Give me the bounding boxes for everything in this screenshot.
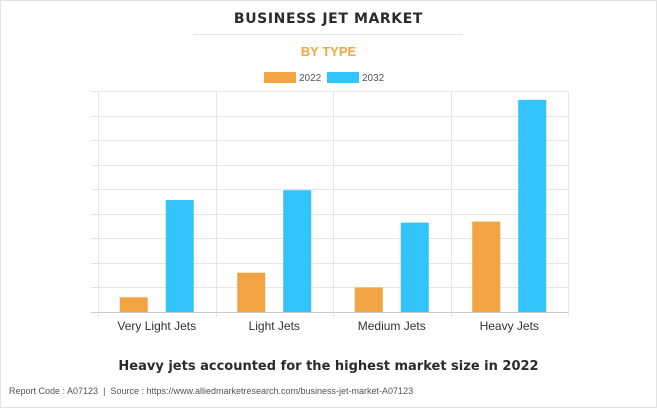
legend-label-2022: 2022: [299, 73, 322, 84]
bar-2032-medium-jets: [400, 222, 429, 312]
chart-title: BUSINESS JET MARKET: [233, 11, 424, 27]
bar-2022-light-jets: [237, 272, 266, 312]
chart-caption: Heavy jets accounted for the highest mar…: [118, 359, 539, 374]
bar-2032-very-light-jets: [165, 200, 194, 312]
legend-swatch-2022: [264, 72, 296, 83]
legend: 2022 2032: [264, 72, 385, 84]
footer-separator: |: [103, 386, 106, 396]
x-tick-label: Very Light Jets: [117, 319, 196, 333]
bar-2022-heavy-jets: [472, 221, 501, 312]
chart-subtitle: BY TYPE: [300, 44, 357, 59]
x-tick-label: Medium Jets: [358, 319, 426, 333]
title-divider: [193, 34, 463, 35]
bar-2022-medium-jets: [354, 287, 383, 312]
legend-swatch-2032: [327, 72, 359, 83]
footer: Report Code : A07123 | Source : https://…: [9, 386, 413, 396]
x-axis: Very Light Jets Light Jets Medium Jets Heav…: [91, 312, 568, 333]
x-tick-label: Heavy Jets: [480, 319, 539, 333]
source-text: Source : https://www.alliedmarketresearc…: [110, 386, 414, 396]
bars: [119, 99, 547, 312]
bar-2032-light-jets: [283, 190, 312, 312]
report-code: Report Code : A07123: [9, 386, 99, 396]
legend-label-2032: 2032: [362, 73, 385, 84]
bar-2022-very-light-jets: [119, 297, 148, 312]
x-tick-label: Light Jets: [249, 319, 300, 333]
bar-2032-heavy-jets: [518, 99, 547, 312]
